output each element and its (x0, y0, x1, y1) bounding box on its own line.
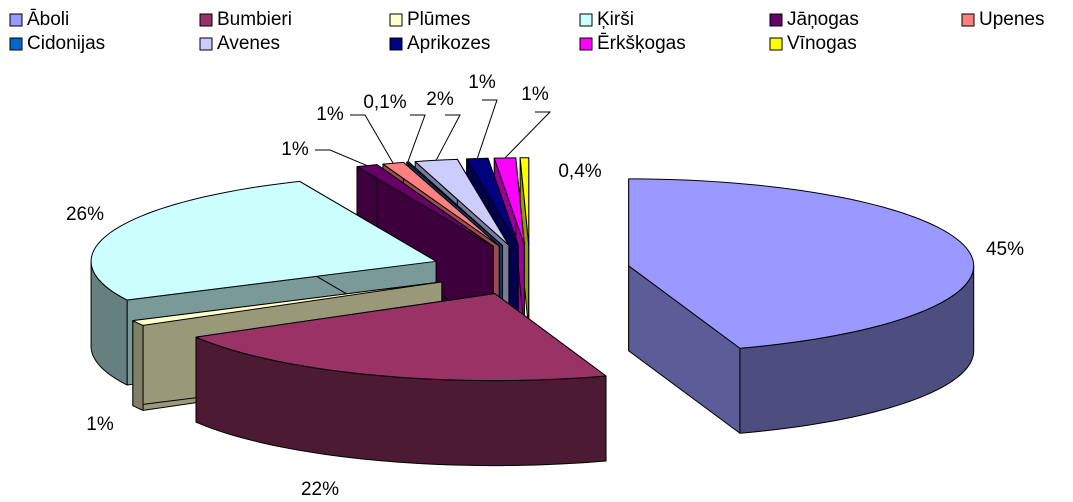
slice-top (382, 161, 500, 247)
slice (356, 164, 494, 333)
slice-side (132, 320, 144, 411)
slice-top (132, 281, 443, 326)
data-label: 26% (66, 204, 104, 225)
legend-label: Avenes (217, 33, 280, 54)
legend-swatch (9, 13, 23, 27)
pie (90, 157, 975, 467)
leader-line (407, 114, 426, 163)
data-label: 0,1% (363, 92, 406, 113)
legend-label: Plūmes (407, 9, 470, 30)
data-label: 22% (301, 479, 339, 500)
legend-swatch (389, 37, 403, 51)
slice-top (90, 180, 437, 301)
legend-label: Ķirši (597, 9, 634, 30)
legend-swatch (579, 37, 593, 51)
slice-top (628, 178, 975, 349)
legend-label: Upenes (979, 9, 1045, 30)
data-label: 1% (281, 139, 309, 160)
slice-top (356, 164, 494, 248)
legend-label: Cidonijas (27, 33, 105, 54)
legend-swatch (9, 37, 23, 51)
data-label: 2% (426, 89, 454, 110)
legend-label: Jāņogas (787, 9, 859, 30)
slice-top (519, 157, 530, 246)
slice-top (466, 157, 519, 246)
legend-label: Bumbieri (217, 9, 292, 30)
legend-label: Vīnogas (787, 33, 857, 54)
data-label: 0,4% (558, 161, 601, 182)
leader-line (315, 149, 368, 167)
slice (628, 178, 975, 434)
leader-line (504, 111, 552, 159)
legend-swatch (961, 13, 975, 27)
data-label: 45% (986, 239, 1024, 260)
slice-top (493, 157, 525, 246)
slice-top (195, 293, 607, 382)
legend-label: Ērkšķogas (597, 33, 686, 54)
legend-label: Aprikozes (407, 33, 490, 54)
leader-line (350, 114, 394, 164)
legend-label: Āboli (27, 9, 69, 30)
legend-swatch (769, 13, 783, 27)
legend-swatch (579, 13, 593, 27)
legend-swatch (769, 37, 783, 51)
data-label: 1% (86, 414, 114, 435)
slice (195, 293, 607, 467)
legend-swatch (199, 13, 213, 27)
data-label: 1% (468, 72, 496, 93)
legend-swatch (199, 37, 213, 51)
leader-line (435, 114, 461, 161)
leader-line (476, 99, 498, 159)
legend-swatch (389, 13, 403, 27)
data-label: 1% (316, 104, 344, 125)
data-label: 1% (521, 84, 549, 105)
